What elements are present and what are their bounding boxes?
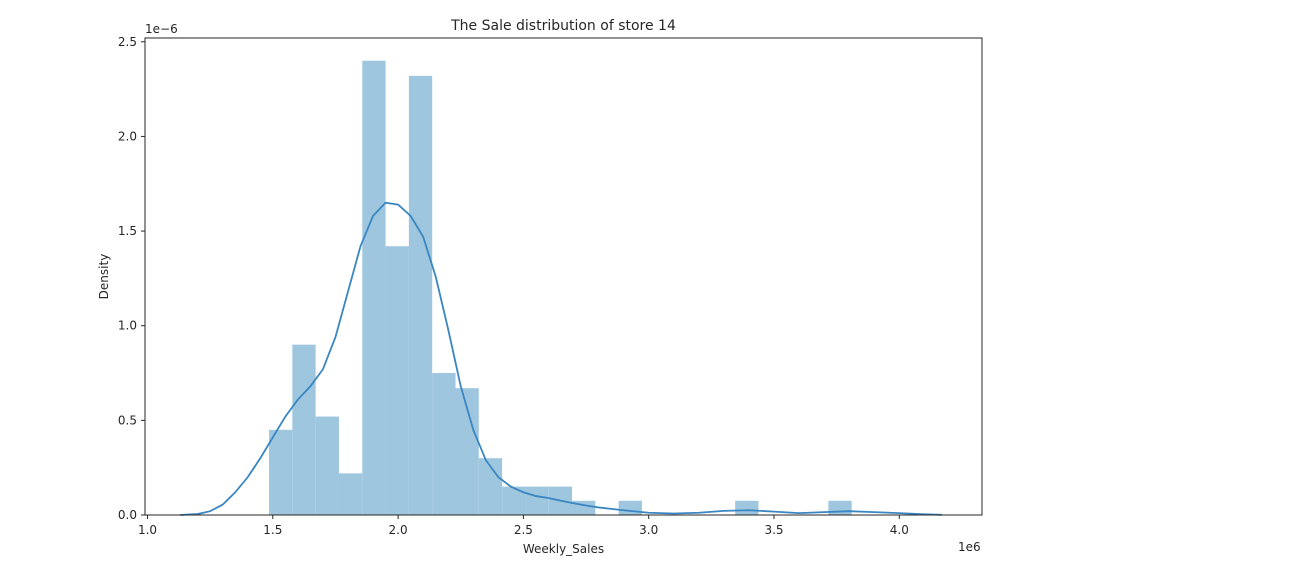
y-tick-label: 2.0 xyxy=(118,129,137,143)
histogram-bar xyxy=(618,500,642,515)
y-axis-label: Density xyxy=(97,254,111,300)
x-axis-scale-label: 1e6 xyxy=(958,540,981,554)
x-tick-label: 1.5 xyxy=(263,523,282,537)
y-tick-label: 0.0 xyxy=(118,508,137,522)
histogram-bar xyxy=(455,388,479,515)
histogram-bars xyxy=(269,60,852,515)
y-tick-label: 1.0 xyxy=(118,319,137,333)
histogram-bar xyxy=(385,246,409,515)
histogram-bar xyxy=(408,75,433,515)
histogram-bar xyxy=(432,373,456,515)
x-tick-label: 2.0 xyxy=(389,523,408,537)
y-tick-label: 1.5 xyxy=(118,224,137,238)
histogram-bar xyxy=(292,344,316,515)
histogram-bar xyxy=(362,60,386,515)
axes-frame xyxy=(144,37,983,516)
x-tick-label: 2.5 xyxy=(514,523,533,537)
chart-title: The Sale distribution of store 14 xyxy=(450,18,676,34)
y-tick-label: 0.5 xyxy=(118,413,137,427)
x-tick-label: 3.0 xyxy=(639,523,658,537)
histogram-bar xyxy=(828,500,852,515)
y-tick-label: 2.5 xyxy=(118,35,137,49)
y-axis-scale-label: 1e−6 xyxy=(145,22,178,36)
histogram-bar xyxy=(338,473,363,515)
histogram-bar xyxy=(269,429,293,515)
histogram-bar xyxy=(502,486,526,515)
histogram-bar xyxy=(315,416,339,515)
y-axis-ticks: 0.0 0.5 1.0 1.5 2.0 2.5 xyxy=(118,35,145,522)
histogram-bar xyxy=(735,500,759,515)
kde-curve xyxy=(180,201,942,516)
histogram-bar xyxy=(525,486,549,515)
x-tick-label: 3.5 xyxy=(764,523,783,537)
x-axis-label: Weekly_Sales xyxy=(523,542,604,556)
histogram-bar xyxy=(478,458,503,515)
x-axis-ticks: 1.0 1.5 2.0 2.5 3.0 3.5 4.0 xyxy=(138,515,909,537)
x-tick-label: 4.0 xyxy=(890,523,909,537)
x-tick-label: 1.0 xyxy=(138,523,157,537)
